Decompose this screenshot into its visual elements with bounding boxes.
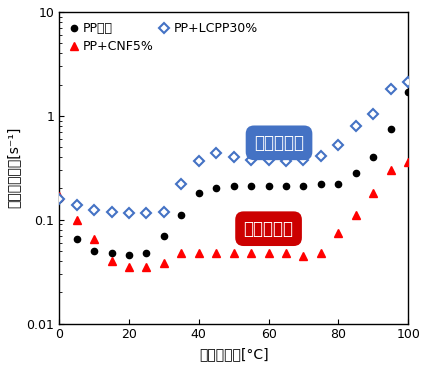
Line: PP単体: PP単体 (56, 89, 410, 258)
Legend: PP単体, PP+CNF5%, PP+LCPP30%: PP単体, PP+CNF5%, PP+LCPP30% (65, 18, 261, 57)
PP+CNF5% (213, 251, 218, 255)
X-axis label: 結晶化温度[°C]: 結晶化温度[°C] (199, 347, 268, 361)
PP+LCPP30% (405, 80, 410, 85)
PP+CNF5% (352, 213, 357, 217)
PP+CNF5% (161, 261, 166, 266)
PP+CNF5% (265, 251, 271, 255)
PP+CNF5% (335, 230, 340, 235)
PP単体 (370, 155, 375, 159)
PP単体 (126, 252, 131, 257)
PP+LCPP30% (178, 182, 184, 186)
PP単体 (283, 184, 288, 188)
PP+CNF5% (178, 251, 184, 255)
PP+LCPP30% (213, 151, 218, 155)
PP単体 (248, 184, 253, 188)
PP+CNF5% (196, 251, 201, 255)
Text: 結晶化遅延: 結晶化遅延 (253, 134, 303, 152)
PP+CNF5% (300, 254, 305, 258)
PP単体 (57, 196, 62, 201)
PP+CNF5% (74, 217, 79, 222)
PP単体 (74, 237, 79, 241)
PP+LCPP30% (161, 210, 166, 215)
PP単体 (161, 234, 166, 238)
Line: PP+LCPP30%: PP+LCPP30% (56, 79, 411, 217)
PP+LCPP30% (335, 143, 340, 148)
PP+LCPP30% (265, 157, 271, 162)
PP+LCPP30% (144, 211, 149, 216)
PP+LCPP30% (283, 159, 288, 163)
PP+LCPP30% (370, 112, 375, 116)
PP+LCPP30% (91, 208, 96, 212)
PP+CNF5% (109, 259, 114, 263)
PP+LCPP30% (248, 157, 253, 162)
PP単体 (230, 184, 236, 188)
PP単体 (405, 90, 410, 94)
PP単体 (196, 191, 201, 195)
PP単体 (352, 171, 357, 176)
PP+CNF5% (248, 251, 253, 255)
PP+CNF5% (370, 191, 375, 195)
PP+CNF5% (126, 265, 131, 269)
Line: PP+CNF5%: PP+CNF5% (55, 158, 412, 271)
PP単体 (91, 249, 96, 253)
PP+LCPP30% (126, 211, 131, 216)
PP+LCPP30% (74, 202, 79, 207)
PP単体 (213, 186, 218, 191)
Y-axis label: 半結晶化時間[s⁻¹]: 半結晶化時間[s⁻¹] (7, 127, 21, 209)
Text: 結晶化促進: 結晶化促進 (243, 220, 293, 238)
PP+LCPP30% (57, 196, 62, 201)
PP+CNF5% (57, 194, 62, 198)
PP+CNF5% (387, 168, 392, 172)
PP+LCPP30% (352, 124, 357, 128)
PP+CNF5% (91, 237, 96, 241)
PP+CNF5% (144, 265, 149, 269)
PP+CNF5% (405, 160, 410, 164)
PP単体 (387, 127, 392, 131)
PP+LCPP30% (109, 209, 114, 214)
PP+LCPP30% (196, 159, 201, 163)
PP単体 (318, 182, 323, 186)
PP単体 (265, 184, 271, 188)
PP単体 (335, 182, 340, 186)
PP+LCPP30% (300, 157, 305, 162)
PP+CNF5% (283, 251, 288, 255)
PP単体 (144, 251, 149, 255)
PP+CNF5% (230, 251, 236, 255)
PP単体 (300, 184, 305, 188)
PP+LCPP30% (230, 155, 236, 159)
PP+LCPP30% (318, 154, 323, 158)
PP単体 (178, 213, 184, 217)
PP+CNF5% (318, 251, 323, 255)
PP+LCPP30% (387, 87, 392, 92)
PP単体 (109, 251, 114, 255)
